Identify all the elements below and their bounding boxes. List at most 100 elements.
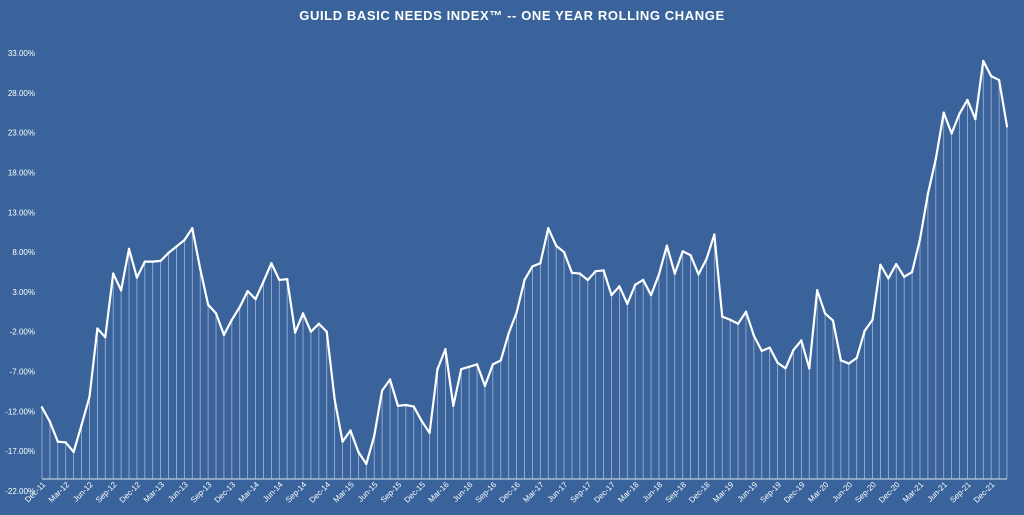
data-point (301, 312, 305, 315)
data-point (388, 378, 392, 381)
x-tick-label: Dec-13 (213, 480, 238, 505)
data-point (341, 440, 344, 443)
data-point (800, 339, 803, 342)
data-point (721, 315, 724, 318)
x-tick-label: Mar-12 (47, 480, 72, 505)
data-point (191, 227, 194, 230)
data-point (665, 244, 669, 247)
data-point (159, 259, 162, 263)
data-point (776, 361, 779, 364)
data-point (72, 450, 75, 454)
data-point (547, 227, 550, 230)
data-point (713, 233, 716, 236)
x-tick-label: Sep-16 (474, 480, 499, 505)
data-point (380, 389, 384, 392)
data-point (768, 346, 771, 349)
data-point (531, 265, 534, 268)
y-tick-label: -7.00% (10, 368, 35, 377)
data-point (143, 260, 147, 263)
data-point (910, 270, 914, 274)
x-tick-label: Sep-20 (853, 480, 878, 505)
data-point (744, 310, 748, 314)
data-point (523, 278, 526, 282)
x-tick-label: Jun-19 (736, 480, 760, 504)
data-point (167, 251, 170, 255)
x-axis: Dec-11 Mar-12 Jun-12 Sep-12 Dec-12 Mar-13 Jun-… (23, 480, 997, 505)
data-point (752, 334, 756, 337)
y-tick-label: 13.00% (8, 208, 35, 217)
data-point (966, 98, 969, 102)
data-point (997, 78, 1001, 82)
data-point (88, 395, 91, 399)
data-point (40, 406, 44, 409)
data-point (784, 367, 787, 370)
data-point (831, 319, 835, 322)
data-point (230, 318, 234, 321)
data-point (507, 332, 510, 335)
x-tick-label: Sep-14 (284, 480, 309, 505)
data-point (681, 250, 684, 253)
data-point (895, 262, 898, 266)
x-tick-label: Sep-12 (94, 480, 119, 505)
x-tick-label: Mar-15 (332, 480, 357, 505)
data-point (278, 278, 281, 282)
data-point (515, 311, 518, 314)
data-point (396, 404, 400, 407)
data-point (206, 303, 210, 306)
y-axis: 33.00% 28.00% 23.00% 18.00% 13.00% 8.00% 3.00%… (5, 49, 35, 496)
data-point (238, 305, 241, 309)
data-point (728, 318, 732, 321)
data-point (286, 277, 289, 281)
data-point (839, 359, 843, 362)
drop-lines (41, 60, 1008, 480)
y-tick-label: -22.00% (5, 487, 35, 496)
data-point (697, 273, 700, 276)
data-point (127, 247, 131, 251)
data-point (452, 404, 455, 407)
y-tick-label: 8.00% (12, 248, 35, 257)
x-tick-label: Jun-18 (641, 480, 665, 504)
data-point (934, 157, 938, 161)
data-point (705, 258, 708, 261)
data-point (365, 462, 368, 466)
data-point (460, 367, 463, 371)
data-point (214, 312, 218, 315)
y-tick-label: -2.00% (10, 328, 35, 337)
x-tick-label: Mar-14 (237, 480, 262, 505)
data-point (641, 278, 645, 282)
data-point (1005, 125, 1009, 128)
data-point (982, 59, 985, 63)
x-tick-label: Jun-13 (166, 480, 190, 504)
x-tick-label: Dec-18 (687, 480, 712, 505)
y-tick-label: 3.00% (12, 288, 35, 297)
data-point (760, 349, 763, 353)
data-point (539, 262, 542, 265)
x-tick-label: Jun-15 (356, 480, 380, 504)
data-point (626, 302, 629, 306)
y-tick-label: 18.00% (8, 168, 35, 177)
data-point (815, 289, 819, 292)
data-point (570, 271, 574, 274)
x-tick-label: Mar-13 (142, 480, 167, 505)
data-point (808, 367, 811, 370)
data-point (349, 429, 352, 432)
data-point (420, 419, 423, 423)
x-tick-label: Dec-16 (497, 480, 522, 505)
x-tick-label: Mar-16 (427, 480, 452, 505)
data-point (119, 289, 123, 292)
x-tick-label: Dec-14 (308, 480, 333, 505)
data-point (64, 441, 67, 444)
data-point (325, 330, 328, 333)
data-point (610, 293, 613, 297)
data-point (262, 280, 265, 283)
chart-title: GUILD BASIC NEEDS INDEX™ -- ONE YEAR ROL… (299, 8, 725, 23)
data-point (974, 117, 977, 121)
data-point (80, 423, 83, 427)
x-tick-label: Mar-18 (616, 480, 641, 505)
data-point (111, 272, 115, 275)
y-tick-label: 33.00% (8, 49, 35, 58)
data-point (989, 74, 993, 78)
data-point (404, 403, 408, 407)
data-point (634, 283, 637, 286)
data-point (373, 434, 376, 438)
